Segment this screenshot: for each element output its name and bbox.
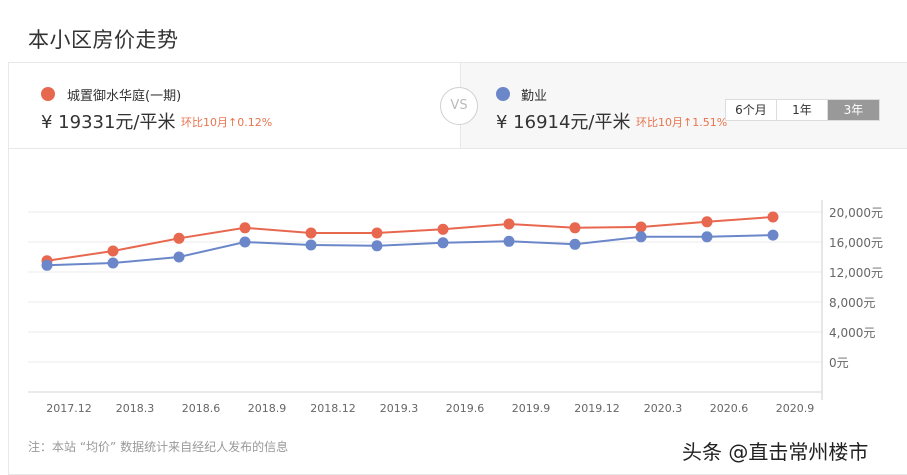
x-tick-label: 2019.12 <box>574 402 620 415</box>
y-tick-label: 8,000元 <box>829 296 875 310</box>
data-point[interactable] <box>41 259 53 271</box>
data-point[interactable] <box>371 240 383 252</box>
data-point[interactable] <box>569 238 581 250</box>
series-a-price: ¥ 19331元/平米 <box>41 112 176 133</box>
data-point[interactable] <box>173 251 185 263</box>
data-point[interactable] <box>635 231 647 243</box>
time-range-tabs: 6个月 1年 3年 <box>725 99 880 121</box>
chart-series <box>41 211 779 271</box>
series-a-name: 城置御水华庭(一期) <box>67 89 182 104</box>
tab-1-year[interactable]: 1年 <box>777 100 828 120</box>
series-b-name: 勤业 <box>521 89 548 104</box>
price-trend-panel: 城置御水华庭(一期) ¥ 19331元/平米 环比10月↑0.12% VS 勤业… <box>8 62 907 475</box>
data-point[interactable] <box>635 221 647 233</box>
compare-item-primary: 城置御水华庭(一期) ¥ 19331元/平米 环比10月↑0.12% <box>9 63 460 148</box>
chart-gridlines <box>28 211 822 393</box>
x-tick-label: 2018.12 <box>310 402 356 415</box>
series-line-1 <box>46 234 774 267</box>
series-a-legend-dot-icon <box>41 87 55 101</box>
y-tick-label: 16,000元 <box>829 236 883 250</box>
y-tick-label: 0元 <box>829 356 849 370</box>
data-source-footnote: 注：本站 “均价” 数据统计来自经纪人发布的信息 <box>28 440 289 454</box>
data-point[interactable] <box>767 211 779 223</box>
tab-6-months[interactable]: 6个月 <box>726 100 777 120</box>
x-tick-label: 2019.3 <box>380 402 419 415</box>
x-tick-label: 2020.6 <box>710 402 749 415</box>
data-point[interactable] <box>107 257 119 269</box>
y-tick-label: 4,000元 <box>829 326 875 340</box>
y-axis-ticks: 20,000元 16,000元 12,000元 8,000元 4,000元 0元 <box>829 206 883 370</box>
data-point[interactable] <box>437 237 449 249</box>
compare-header: 城置御水华庭(一期) ¥ 19331元/平米 环比10月↑0.12% VS 勤业… <box>9 63 907 149</box>
x-tick-label: 2020.9 <box>776 402 815 415</box>
data-point[interactable] <box>437 223 449 235</box>
data-point[interactable] <box>239 236 251 248</box>
x-tick-label: 2019.6 <box>446 402 485 415</box>
data-point[interactable] <box>701 216 713 228</box>
data-point[interactable] <box>701 231 713 243</box>
data-point[interactable] <box>239 222 251 234</box>
series-a-mom-change: 环比10月↑0.12% <box>181 116 273 129</box>
series-b-price: ¥ 16914元/平米 <box>496 112 631 133</box>
series-b-mom-change: 环比10月↑1.51% <box>636 116 728 129</box>
y-tick-label: 20,000元 <box>829 206 883 220</box>
page-title: 本小区房价走势 <box>28 28 179 52</box>
data-point[interactable] <box>371 227 383 239</box>
data-point[interactable] <box>569 222 581 234</box>
data-point[interactable] <box>305 227 317 239</box>
data-point[interactable] <box>107 245 119 257</box>
data-point[interactable] <box>503 218 515 230</box>
watermark: 头条 @直击常州楼市 <box>682 440 869 464</box>
x-tick-label: 2018.9 <box>248 402 287 415</box>
x-tick-label: 2020.3 <box>644 402 683 415</box>
data-point[interactable] <box>767 229 779 241</box>
tab-3-years[interactable]: 3年 <box>828 100 879 120</box>
data-point[interactable] <box>305 239 317 251</box>
x-tick-label: 2017.12 <box>46 402 92 415</box>
x-tick-label: 2018.6 <box>182 402 221 415</box>
compare-item-secondary: 勤业 ¥ 16914元/平米 环比10月↑1.51% <box>460 63 907 148</box>
x-axis-ticks: 2017.12 2018.3 2018.6 2018.9 2018.12 2019.3 20… <box>46 402 814 415</box>
x-tick-label: 2019.9 <box>512 402 551 415</box>
data-point[interactable] <box>503 235 515 247</box>
y-tick-label: 12,000元 <box>829 266 883 280</box>
data-point[interactable] <box>173 232 185 244</box>
series-b-legend-dot-icon <box>496 87 510 101</box>
vs-badge: VS <box>440 87 478 125</box>
series-line-0 <box>46 216 774 262</box>
x-tick-label: 2018.3 <box>116 402 155 415</box>
